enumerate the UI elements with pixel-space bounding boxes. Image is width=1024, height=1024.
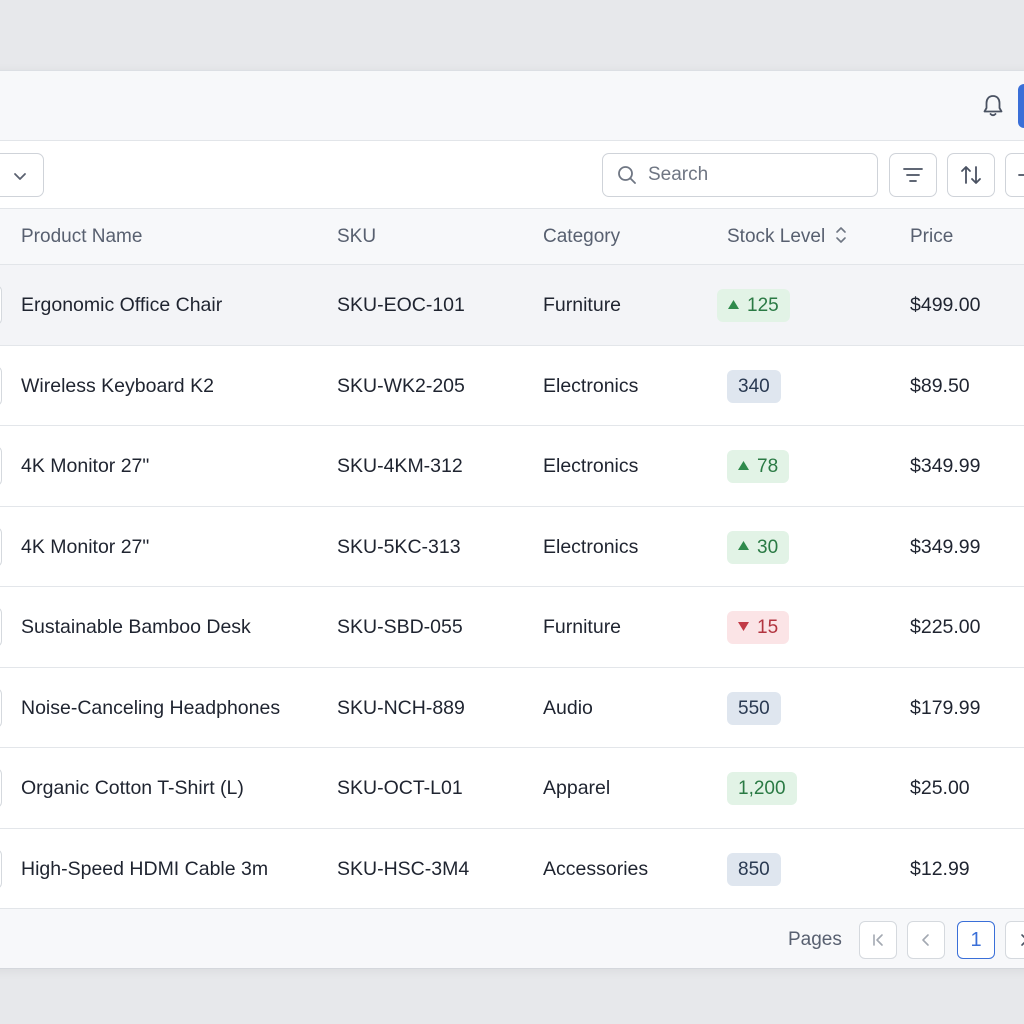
trend-up-icon bbox=[738, 460, 749, 470]
price: $349.99 bbox=[910, 455, 981, 477]
search-icon bbox=[618, 166, 636, 184]
row-checkbox[interactable] bbox=[0, 365, 2, 406]
category: Accessories bbox=[543, 857, 649, 880]
primary-action-button[interactable] bbox=[1018, 84, 1024, 128]
column-header-product-name[interactable]: Product Name bbox=[21, 226, 143, 247]
column-header-price[interactable]: Price bbox=[910, 226, 954, 247]
row-checkbox[interactable] bbox=[0, 848, 2, 889]
page-1-button[interactable]: 1 bbox=[957, 921, 995, 959]
table-row[interactable]: 4K Monitor 27" SKU-5KC-313 Electronics 3… bbox=[0, 506, 1024, 587]
price: $499.00 bbox=[910, 294, 981, 316]
first-page-button[interactable] bbox=[859, 921, 897, 959]
table-row[interactable]: Organic Cotton T-Shirt (L) SKU-OCT-L01 A… bbox=[0, 748, 1024, 829]
row-checkbox[interactable] bbox=[0, 687, 2, 728]
column-header-category[interactable]: Category bbox=[543, 226, 621, 247]
stock-badge: 78 bbox=[727, 450, 790, 483]
chevron-left-icon bbox=[922, 934, 929, 946]
category: Audio bbox=[543, 696, 593, 719]
category: Electronics bbox=[543, 455, 639, 477]
next-page-button[interactable] bbox=[1005, 921, 1024, 959]
column-header-stock-level[interactable]: Stock Level bbox=[727, 209, 847, 265]
product-name: 4K Monitor 27" bbox=[21, 455, 150, 477]
pagination-bar: Pages 1 bbox=[0, 908, 1024, 968]
table-row[interactable]: Ergonomic Office Chair SKU-EOC-101 Furni… bbox=[0, 265, 1024, 346]
inventory-panel: Product Name SKU Category Stock Level Pr… bbox=[0, 70, 1024, 969]
toolbar bbox=[0, 141, 1024, 209]
price: $89.50 bbox=[910, 374, 970, 397]
price: $12.99 bbox=[910, 857, 970, 880]
table-row[interactable]: Noise-Canceling Headphones SKU-NCH-889 A… bbox=[0, 667, 1024, 748]
search-input[interactable] bbox=[648, 164, 848, 186]
search-box[interactable] bbox=[602, 153, 878, 197]
filter-button[interactable] bbox=[889, 153, 937, 197]
table-row[interactable]: 4K Monitor 27" SKU-4KM-312 Electronics 7… bbox=[0, 426, 1024, 507]
view-select[interactable] bbox=[0, 153, 44, 197]
sku: SKU-WK2-205 bbox=[337, 374, 465, 397]
product-name: High-Speed HDMI Cable 3m bbox=[21, 857, 269, 880]
sort-icon[interactable] bbox=[835, 225, 847, 245]
product-name: Organic Cotton T-Shirt (L) bbox=[21, 777, 244, 799]
price: $179.99 bbox=[910, 696, 981, 719]
bell-icon[interactable] bbox=[980, 92, 1006, 120]
trend-up-icon bbox=[728, 299, 739, 309]
column-header-stock-level-label: Stock Level bbox=[727, 226, 826, 247]
chevron-right-icon bbox=[1021, 934, 1024, 946]
panel-header bbox=[0, 71, 1024, 141]
row-checkbox[interactable] bbox=[0, 607, 2, 647]
category: Apparel bbox=[543, 777, 611, 799]
prev-page-button[interactable] bbox=[907, 921, 945, 959]
trend-down-icon bbox=[738, 621, 749, 631]
product-name: Wireless Keyboard K2 bbox=[21, 374, 214, 397]
category: Electronics bbox=[543, 535, 639, 558]
product-name: Ergonomic Office Chair bbox=[21, 294, 223, 316]
sort-button[interactable] bbox=[947, 153, 995, 197]
trend-up-icon bbox=[738, 541, 749, 551]
pages-label: Pages bbox=[788, 929, 842, 950]
more-icon bbox=[1018, 174, 1024, 176]
stock-badge: 125 bbox=[717, 289, 790, 322]
row-checkbox[interactable] bbox=[0, 526, 2, 567]
first-page-icon bbox=[873, 934, 883, 946]
product-name: Sustainable Bamboo Desk bbox=[21, 616, 251, 638]
sku: SKU-5KC-313 bbox=[337, 535, 461, 558]
category: Furniture bbox=[543, 294, 622, 316]
table-row[interactable]: Sustainable Bamboo Desk SKU-SBD-055 Furn… bbox=[0, 587, 1024, 668]
table-header: Product Name SKU Category Stock Level Pr… bbox=[0, 209, 1024, 265]
sort-arrows-icon bbox=[961, 166, 981, 184]
product-name: Noise-Canceling Headphones bbox=[21, 696, 281, 719]
table-row[interactable]: High-Speed HDMI Cable 3m SKU-HSC-3M4 Acc… bbox=[0, 828, 1024, 909]
product-name: 4K Monitor 27" bbox=[21, 535, 150, 558]
row-checkbox[interactable] bbox=[0, 285, 2, 325]
stock-badge: 850 bbox=[727, 852, 781, 886]
sku: SKU-EOC-101 bbox=[337, 294, 465, 316]
sku: SKU-OCT-L01 bbox=[337, 777, 463, 799]
table-row[interactable]: Wireless Keyboard K2 SKU-WK2-205 Electro… bbox=[0, 345, 1024, 426]
price: $225.00 bbox=[910, 616, 981, 638]
column-header-sku[interactable]: SKU bbox=[337, 226, 377, 247]
chevron-down-icon bbox=[14, 173, 26, 180]
filter-icon bbox=[903, 168, 923, 182]
price: $25.00 bbox=[910, 777, 970, 799]
row-checkbox[interactable] bbox=[0, 446, 2, 486]
table-body: Ergonomic Office Chair SKU-EOC-101 Furni… bbox=[0, 265, 1024, 909]
price: $349.99 bbox=[910, 535, 981, 558]
stock-badge: 550 bbox=[727, 691, 781, 725]
row-checkbox[interactable] bbox=[0, 768, 2, 808]
stock-badge: 1,200 bbox=[727, 772, 797, 805]
sku: SKU-4KM-312 bbox=[337, 455, 463, 477]
stock-badge: 30 bbox=[727, 530, 790, 564]
stock-badge: 340 bbox=[727, 369, 781, 403]
stock-badge: 15 bbox=[727, 611, 790, 644]
category: Electronics bbox=[543, 374, 639, 397]
sku: SKU-HSC-3M4 bbox=[337, 857, 470, 880]
more-button[interactable] bbox=[1005, 153, 1024, 197]
category: Furniture bbox=[543, 616, 622, 638]
sku: SKU-NCH-889 bbox=[337, 696, 465, 719]
sku: SKU-SBD-055 bbox=[337, 616, 463, 638]
